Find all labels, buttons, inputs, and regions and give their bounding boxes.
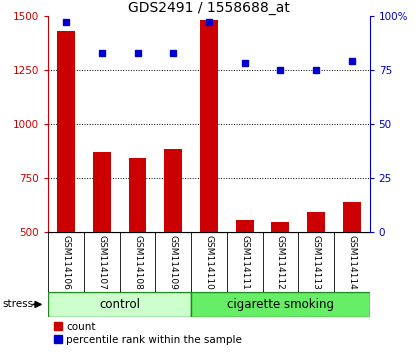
Text: GSM114108: GSM114108 — [133, 235, 142, 290]
Text: GSM114114: GSM114114 — [347, 235, 356, 290]
Bar — [271, 222, 289, 232]
Title: GDS2491 / 1558688_at: GDS2491 / 1558688_at — [128, 1, 290, 15]
Bar — [236, 220, 254, 232]
Bar — [48, 292, 191, 317]
Text: GSM114109: GSM114109 — [169, 235, 178, 290]
Text: stress: stress — [2, 299, 33, 309]
Text: control: control — [99, 298, 140, 311]
Text: GSM114110: GSM114110 — [205, 235, 213, 290]
Text: GSM114106: GSM114106 — [62, 235, 71, 290]
Bar — [164, 149, 182, 232]
Text: GSM114113: GSM114113 — [312, 235, 320, 290]
Bar — [343, 202, 361, 232]
Bar — [129, 159, 147, 232]
Text: cigarette smoking: cigarette smoking — [227, 298, 334, 311]
Bar — [57, 31, 75, 232]
Legend: count, percentile rank within the sample: count, percentile rank within the sample — [53, 322, 242, 345]
Text: GSM114107: GSM114107 — [97, 235, 106, 290]
Text: GSM114112: GSM114112 — [276, 235, 285, 290]
Bar — [93, 152, 111, 232]
Bar — [191, 292, 370, 317]
Text: GSM114111: GSM114111 — [240, 235, 249, 290]
Bar — [200, 20, 218, 232]
Bar — [307, 212, 325, 232]
